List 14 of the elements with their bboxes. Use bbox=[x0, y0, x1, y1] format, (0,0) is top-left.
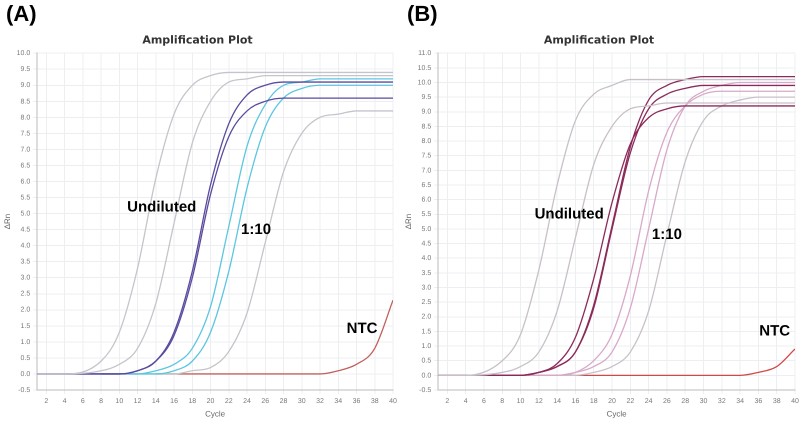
x-axis-title: Cycle bbox=[205, 409, 226, 418]
annotation: 1:10 bbox=[241, 220, 272, 238]
annotation: Undiluted bbox=[534, 205, 604, 222]
annotation: 1:10 bbox=[652, 226, 682, 243]
annotation: NTC bbox=[346, 320, 378, 338]
annotation: Undiluted bbox=[127, 198, 196, 216]
y-axis-title: ΔRn bbox=[404, 214, 414, 230]
chart-title: Amplification Plot bbox=[544, 33, 654, 46]
annotation: NTC bbox=[759, 322, 790, 340]
text: (A) bbox=[6, 1, 37, 26]
y-axis-title: ΔRn bbox=[3, 214, 12, 230]
x-axis-title: Cycle bbox=[606, 409, 628, 418]
chart-title: Amplification Plot bbox=[142, 33, 253, 46]
text: (B) bbox=[407, 1, 438, 26]
